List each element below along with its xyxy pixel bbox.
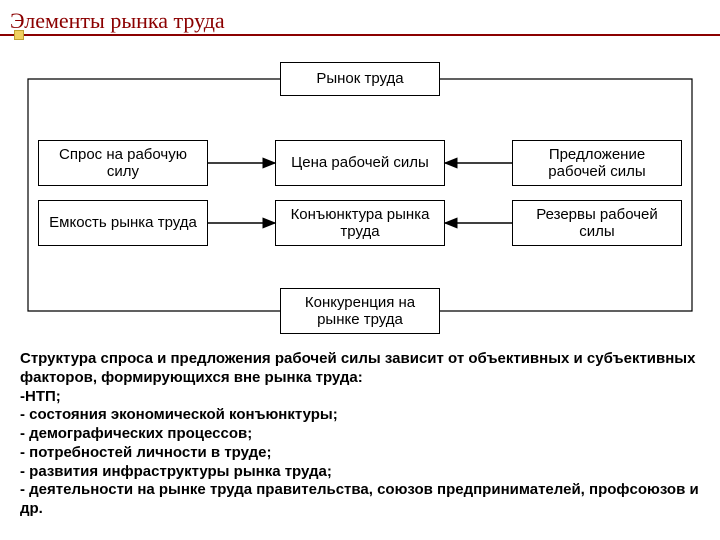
paragraph-lead: Структура спроса и предложения рабочей с… xyxy=(20,350,695,386)
box-l1: Спрос на рабочую силу xyxy=(38,140,208,186)
paragraph-block: Структура спроса и предложения рабочей с… xyxy=(20,350,700,519)
paragraph-item: - деятельности на рынке труда правительс… xyxy=(20,481,699,517)
list-bullet-icon xyxy=(14,30,24,40)
box-bottom: Конкуренция на рынке труда xyxy=(280,288,440,334)
box-r2: Резервы рабочей силы xyxy=(512,200,682,246)
box-c2: Конъюнктура рынка труда xyxy=(275,200,445,246)
box-l2: Емкость рынка труда xyxy=(38,200,208,246)
paragraph-item: - состояния экономической конъюнктуры; xyxy=(20,406,338,423)
title-underline xyxy=(0,34,720,36)
paragraph-item: - развития инфраструктуры рынка труда; xyxy=(20,463,332,480)
box-c1: Цена рабочей силы xyxy=(275,140,445,186)
paragraph-item: - демографических процессов; xyxy=(20,425,252,442)
page-title: Элементы рынка труда xyxy=(10,8,225,34)
paragraph-item: -НТП; xyxy=(20,388,61,405)
box-top: Рынок труда xyxy=(280,62,440,96)
box-r1: Предложение рабочей силы xyxy=(512,140,682,186)
paragraph-item: - потребностей личности в труде; xyxy=(20,444,271,461)
